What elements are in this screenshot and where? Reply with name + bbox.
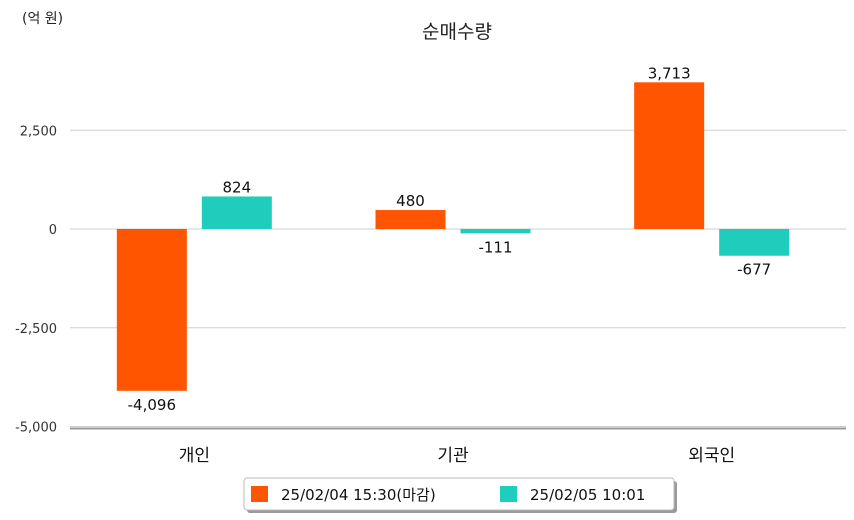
data-label: 480 bbox=[396, 192, 425, 210]
bar-series1-1 bbox=[116, 229, 187, 391]
legend: 25/02/04 15:30(마감) 25/02/05 10:01 bbox=[243, 477, 677, 513]
data-label: -4,096 bbox=[128, 396, 176, 414]
y-tick-label: -5,000 bbox=[15, 421, 57, 436]
x-tick-label: 개인 bbox=[179, 446, 210, 466]
bar-series2-2 bbox=[460, 229, 531, 234]
legend-label: 25/02/04 15:30(마감) bbox=[281, 486, 436, 504]
data-label: 824 bbox=[223, 178, 252, 196]
x-tick-label: 외국인 bbox=[688, 446, 735, 466]
legend-swatch bbox=[500, 486, 517, 502]
legend-box bbox=[243, 477, 675, 511]
bars bbox=[116, 82, 790, 391]
data-label: -677 bbox=[737, 261, 771, 279]
unit-label: (억 원) bbox=[22, 11, 63, 27]
x-axis: 개인 기관 외국인 bbox=[70, 427, 846, 466]
x-tick-label: 기관 bbox=[437, 446, 468, 466]
bar-series2-1 bbox=[201, 196, 272, 229]
y-tick-label: 0 bbox=[49, 223, 57, 238]
y-tick-label: 2,500 bbox=[20, 124, 57, 139]
gridlines bbox=[70, 129, 846, 427]
chart-title: 순매수량 bbox=[422, 21, 492, 43]
legend-label: 25/02/05 10:01 bbox=[530, 486, 645, 504]
y-tick-label: -2,500 bbox=[15, 322, 57, 337]
data-label: -111 bbox=[478, 238, 512, 256]
legend-swatch bbox=[251, 486, 268, 502]
legend-items: 25/02/04 15:30(마감) 25/02/05 10:01 bbox=[251, 486, 645, 504]
bar-series1-2 bbox=[375, 210, 446, 229]
data-label: 3,713 bbox=[648, 64, 691, 82]
data-labels: -4,096 824 480 -111 3,713 -677 bbox=[128, 64, 772, 413]
bar-series2-3 bbox=[719, 229, 790, 256]
y-axis: 2,500 0 -2,500 -5,000 bbox=[15, 124, 57, 435]
bar-series1-3 bbox=[634, 82, 705, 229]
